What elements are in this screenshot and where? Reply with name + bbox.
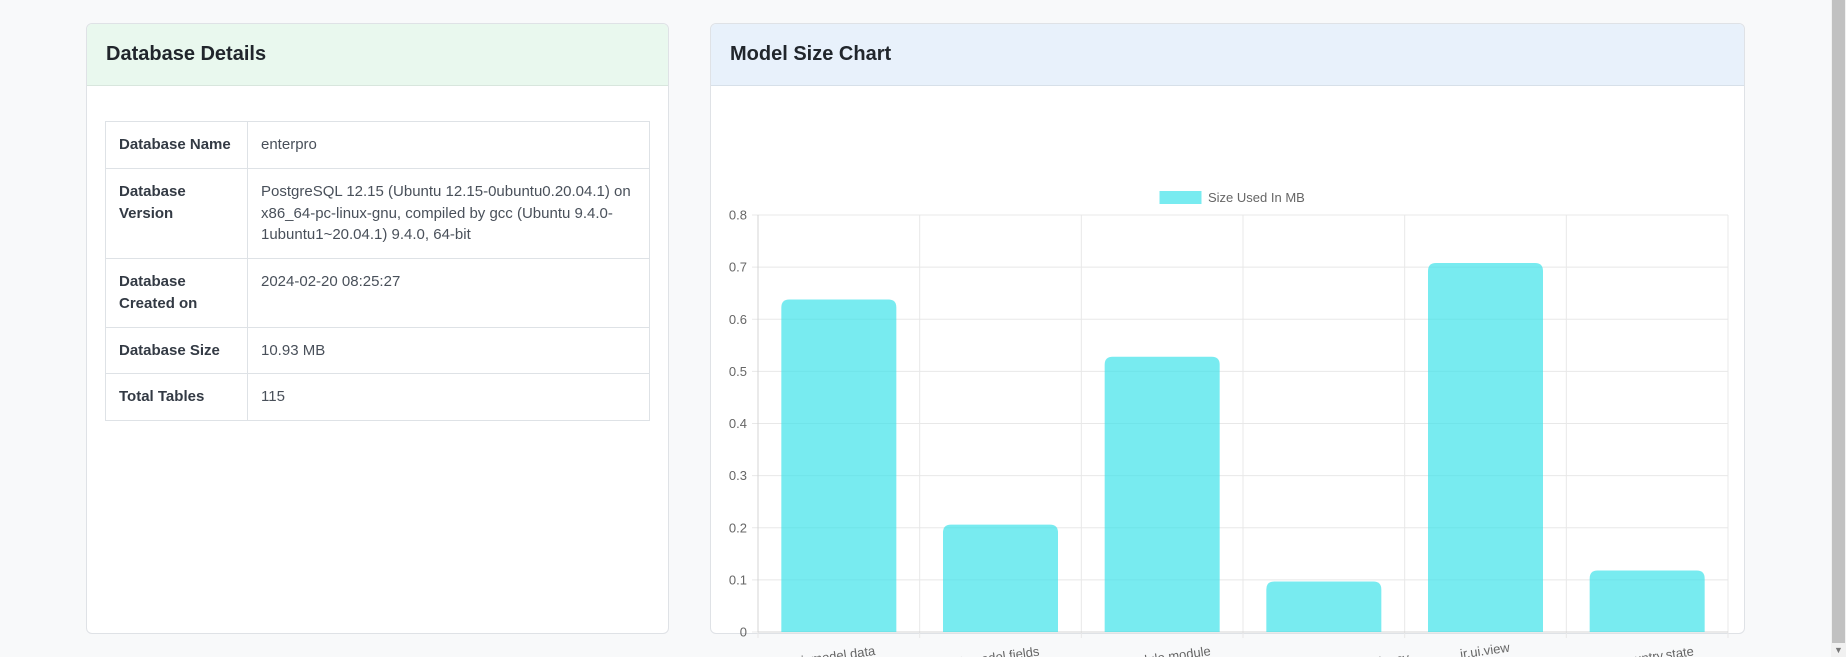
legend-swatch[interactable]: [1159, 191, 1202, 204]
model-size-chart-header: Model Size Chart: [711, 24, 1744, 86]
y-tick-label: 0.8: [729, 208, 747, 223]
row-value: 10.93 MB: [247, 326, 650, 375]
bar[interactable]: [1589, 570, 1705, 632]
bar[interactable]: [1266, 581, 1382, 632]
database-details-header: Database Details: [87, 24, 668, 86]
y-tick-label: 0.3: [729, 468, 747, 483]
y-tick-label: 0.1: [729, 572, 747, 587]
x-tick-label: res.country.state: [1598, 643, 1694, 657]
y-tick-label: 0: [740, 625, 747, 640]
bar[interactable]: [1428, 262, 1543, 632]
database-details-title: Database Details: [106, 43, 267, 65]
row-value: PostgreSQL 12.15 (Ubuntu 12.15-0ubuntu0.…: [247, 167, 650, 260]
model-size-bar-chart[interactable]: 0 0.1 0.2 0.3 0.4 0.5 0.6 0.7 0.8 Size Used In MB…: [711, 148, 1744, 657]
bar[interactable]: [943, 524, 1058, 632]
scroll-down-icon: ▼: [1834, 644, 1843, 655]
row-label: Database Size: [105, 326, 248, 375]
y-tick-label: 0.6: [729, 312, 747, 327]
x-tick-label: ir.module.module.dependency: [1236, 650, 1410, 657]
vertical-scrollbar[interactable]: ▼: [1831, 0, 1846, 657]
y-tick-label: 0.7: [729, 260, 747, 275]
row-value: 2024-02-20 08:25:27: [247, 258, 650, 328]
chart-canvas[interactable]: 0 0.1 0.2 0.3 0.4 0.5 0.6 0.7 0.8 Size Used In MB…: [711, 148, 1744, 657]
row-label: Database Version: [105, 167, 248, 260]
row-label: Database Name: [105, 121, 248, 169]
x-tick-label: ir.ui.view: [1459, 640, 1511, 657]
x-tick-label: ir.module.module: [1111, 643, 1211, 657]
database-details-body: Database Name enterpro Database Version Pos…: [87, 86, 668, 633]
y-tick-label: 0.2: [729, 520, 747, 535]
scrollbar-thumb[interactable]: [1832, 0, 1845, 643]
x-tick-label: ir.model.fields: [959, 644, 1040, 657]
bar[interactable]: [781, 299, 897, 632]
scroll-down-button[interactable]: ▼: [1831, 643, 1846, 657]
table-row: Database Created on 2024-02-20 08:25:27: [105, 258, 650, 328]
model-size-chart-body: 0 0.1 0.2 0.3 0.4 0.5 0.6 0.7 0.8 Size Used In MB…: [711, 86, 1744, 657]
table-row: Total Tables 115: [105, 373, 650, 421]
x-tick-label: ir.model.data: [800, 643, 877, 657]
table-row: Database Name enterpro: [105, 121, 650, 169]
row-value: 115: [247, 373, 650, 421]
legend-label[interactable]: Size Used In MB: [1208, 190, 1305, 205]
table-row: Database Version PostgreSQL 12.15 (Ubuntu…: [105, 167, 650, 260]
bar[interactable]: [1104, 356, 1220, 632]
database-details-table: Database Name enterpro Database Version Pos…: [105, 121, 650, 421]
y-tick-label: 0.4: [729, 416, 747, 431]
row-label: Total Tables: [105, 373, 248, 421]
row-value: enterpro: [247, 121, 650, 169]
y-tick-label: 0.5: [729, 364, 747, 379]
model-size-chart-card: Model Size Chart 0 0.1 0.2 0.3 0.4 0.5 0.6 0.7 0…: [710, 23, 1745, 657]
database-details-card: Database Details Database Name enterpro Da…: [86, 23, 669, 634]
table-row: Database Size 10.93 MB: [105, 326, 650, 375]
model-size-chart-title: Model Size Chart: [730, 43, 892, 65]
row-label: Database Created on: [105, 258, 248, 328]
